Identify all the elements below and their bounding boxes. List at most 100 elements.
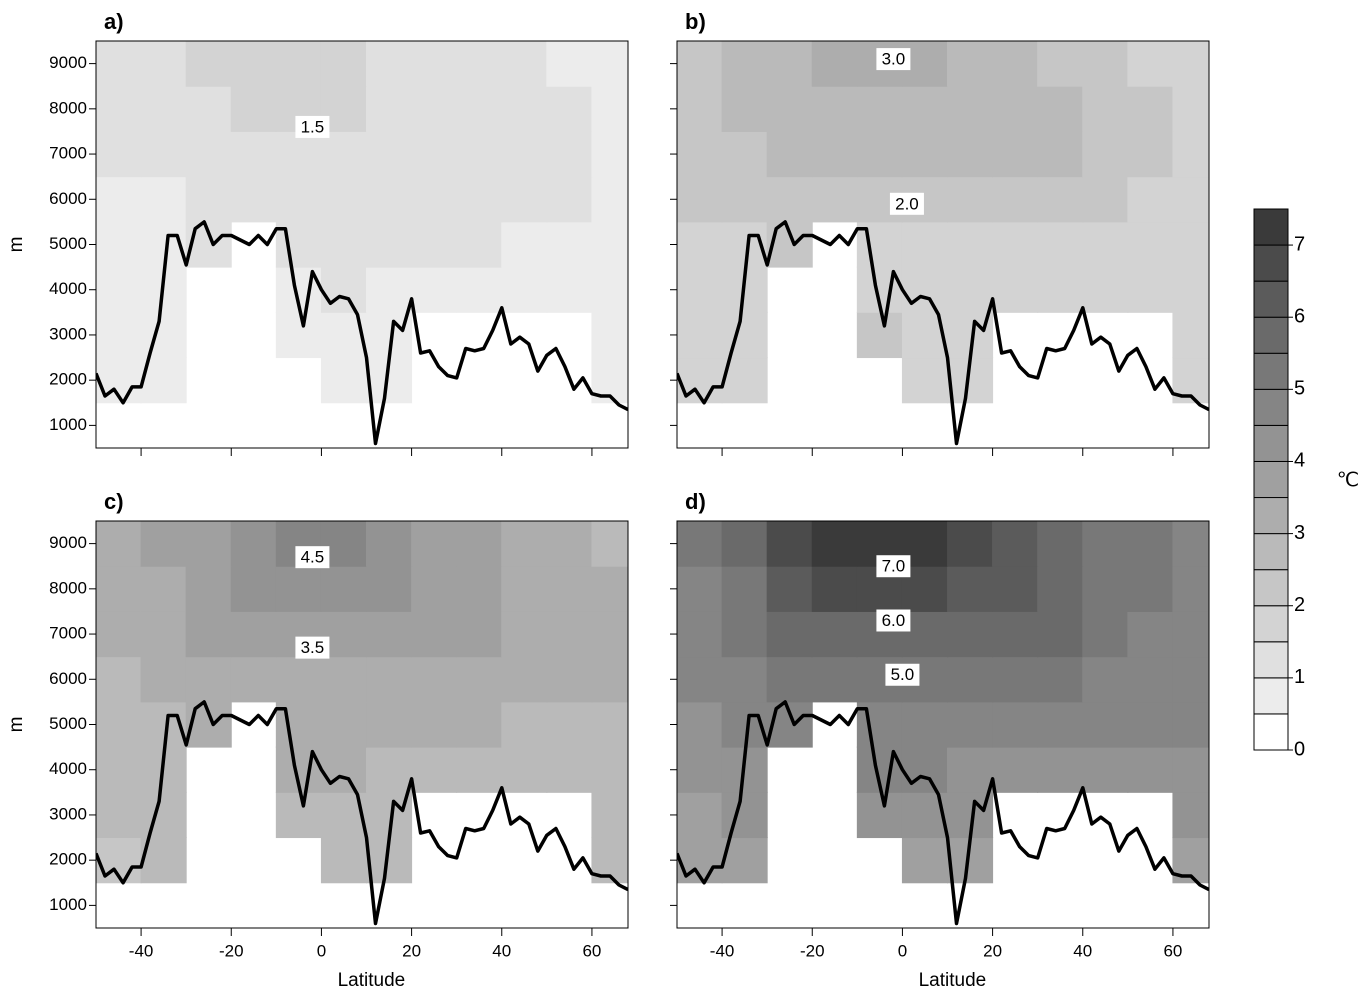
field-cell: [721, 130, 768, 178]
field-cell: [96, 656, 142, 703]
y-tick-label: 5000: [49, 234, 87, 253]
field-cell: [901, 85, 949, 132]
field-cell: [947, 610, 994, 658]
field-cell: [947, 130, 994, 178]
field-cell: [320, 176, 368, 223]
contour-label-box: [295, 546, 330, 569]
field-cell: [501, 176, 548, 223]
field-cell: [1037, 656, 1084, 703]
colorbar-swatch: [1253, 352, 1289, 390]
field-cell: [766, 610, 813, 658]
field-cell: [1127, 41, 1174, 87]
field-cell: [1082, 746, 1129, 793]
field-cell: [766, 130, 813, 178]
terrain-line: [96, 700, 628, 926]
field-cell: [230, 85, 277, 132]
field-cell: [1037, 41, 1084, 87]
field-cell: [275, 311, 322, 359]
field-cell: [275, 791, 322, 839]
field-cell: [230, 130, 277, 178]
field-cell: [320, 221, 368, 268]
field-cell: [811, 130, 858, 178]
contour-label: 4.5: [301, 548, 325, 567]
field-cell: [96, 565, 142, 612]
field-cell: [721, 85, 768, 132]
field-cell: [140, 130, 187, 178]
field-cell: [1037, 266, 1084, 313]
colorbar-swatch: [1253, 713, 1289, 751]
field-cell: [1127, 701, 1174, 748]
colorbar-swatch: [1253, 533, 1289, 571]
field-cell: [96, 266, 142, 313]
field-cell: [721, 41, 768, 87]
contour-label-box: [876, 609, 911, 632]
field-cell: [1082, 266, 1129, 313]
field-cell: [366, 746, 413, 793]
field-cell: [1082, 85, 1129, 132]
x-tick-label: -20: [219, 941, 244, 960]
field-cell: [591, 701, 628, 748]
field-cell: [140, 791, 187, 839]
field-cell: [947, 656, 994, 703]
field-cell: [901, 221, 949, 268]
field-cell: [1082, 41, 1129, 87]
y-tick-label: 6000: [49, 189, 87, 208]
colorbar-tick-label: 4: [1294, 450, 1305, 472]
field-cell: [992, 130, 1039, 178]
field-cell: [366, 610, 413, 658]
colorbar-swatch: [1253, 497, 1289, 535]
field-cell: [992, 746, 1039, 793]
field-cell: [320, 746, 368, 793]
field-cell: [366, 701, 413, 748]
field-cell: [766, 176, 813, 223]
field-cell: [366, 41, 413, 87]
field-cell: [856, 311, 903, 359]
field-cell: [677, 266, 723, 313]
field-cell: [275, 656, 322, 703]
field-cell: [677, 221, 723, 268]
field-cell: [947, 266, 994, 313]
field-cell: [1037, 176, 1084, 223]
field-cell: [140, 656, 187, 703]
field-cell: [1172, 85, 1209, 132]
y-tick-label: 3000: [49, 804, 87, 823]
field-cell: [1127, 565, 1174, 612]
field-cell: [140, 565, 187, 612]
field-cell: [140, 176, 187, 223]
field-cell: [456, 746, 503, 793]
field-cell: [275, 130, 322, 178]
panel: 1000 2000 3000 4000 5000 6000 7000 8000 9000 a) m 1…: [6, 9, 629, 456]
field-cell: [947, 701, 994, 748]
field-cell: [366, 565, 413, 612]
field-cell: [721, 656, 768, 703]
x-tick-label: 20: [983, 941, 1002, 960]
field-cell: [140, 311, 187, 359]
field-cell: [411, 130, 458, 178]
field-cell: [230, 610, 277, 658]
panel: 1000 2000 3000 4000 5000 6000 7000 8000 9000 -40 -…: [6, 489, 629, 991]
field-cell: [1127, 266, 1174, 313]
colorbar-swatch: [1253, 460, 1289, 499]
field-cell: [366, 85, 413, 132]
colorbar-swatch: [1253, 208, 1289, 246]
y-axis-label: m: [6, 237, 27, 253]
field-cell: [1037, 85, 1084, 132]
colorbar-swatch: [1253, 280, 1289, 318]
colorbar-swatch: [1253, 388, 1289, 426]
field-cell: [320, 357, 368, 404]
field-cell: [992, 610, 1039, 658]
colorbar: 0 1 2 3 4 5 6 7 ℃: [1253, 208, 1359, 760]
field-cell: [1037, 701, 1084, 748]
field-cell: [811, 85, 858, 132]
colorbar-swatch: [1253, 244, 1289, 282]
field-cell: [501, 221, 548, 268]
panel-label: c): [104, 489, 124, 514]
field-cell: [1172, 266, 1209, 313]
field-cell: [1127, 656, 1174, 703]
y-tick-label: 7000: [49, 624, 87, 643]
field-cell: [411, 610, 458, 658]
terrain-line: [677, 700, 1209, 926]
contour-label: 7.0: [882, 557, 906, 576]
field-cell: [947, 221, 994, 268]
field-cell: [766, 565, 813, 612]
